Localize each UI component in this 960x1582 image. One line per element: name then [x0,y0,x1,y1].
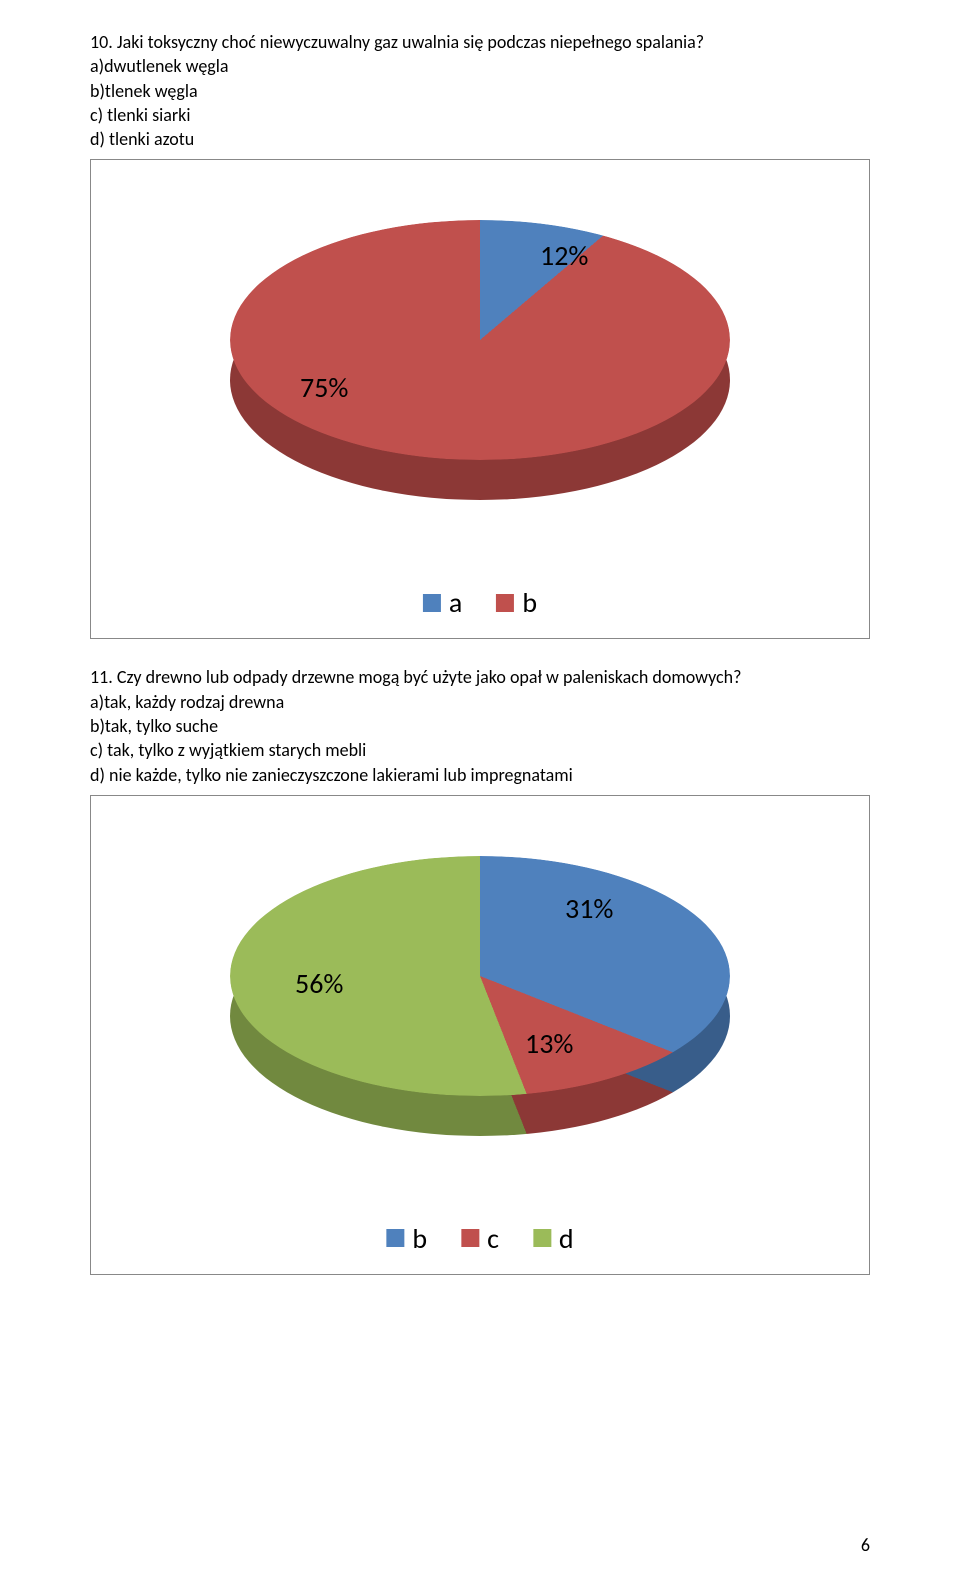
legend-10-a: a [423,585,462,620]
q11-option-b: b)tak, tylko suche [90,714,870,738]
legend-10-a-label: a [449,585,462,620]
legend-11-c: c [461,1221,499,1256]
q11-option-c: c) tak, tylko z wyjątkiem starych mebli [90,738,870,762]
pie-11-label-c: 13% [525,1026,573,1061]
pie-11: 31% 13% 56% [230,856,730,1156]
chart-10: 12% 75% a b [90,159,870,639]
legend-11-c-label: c [487,1221,499,1256]
legend-11: b c d [386,1221,573,1256]
q11-option-a: a)tak, każdy rodzaj drewna [90,690,870,714]
legend-11-d-label: d [559,1221,574,1256]
legend-11-b: b [386,1221,427,1256]
q10-text: Jaki toksyczny choć niewyczuwalny gaz uw… [117,31,704,53]
swatch-11-d [533,1229,551,1247]
legend-11-b-label: b [412,1221,427,1256]
q11-text: Czy drewno lub odpady drzewne mogą być u… [117,666,742,688]
q10-number: 10. [90,31,113,53]
q11-option-d: d) nie każde, tylko nie zanieczyszczone … [90,763,870,787]
swatch-11-c [461,1229,479,1247]
pie-10-label-b: 75% [300,370,348,405]
page: 10. Jaki toksyczny choć niewyczuwalny ga… [0,0,960,1582]
legend-11-d: d [533,1221,574,1256]
swatch-10-a [423,594,441,612]
q10-option-d: d) tlenki azotu [90,127,870,151]
chart-11: 31% 13% 56% b c d [90,795,870,1275]
page-number: 6 [861,1534,870,1556]
legend-10-b-label: b [522,585,537,620]
legend-10-b: b [496,585,537,620]
q11-title: 11. Czy drewno lub odpady drzewne mogą b… [90,665,870,689]
q10-title: 10. Jaki toksyczny choć niewyczuwalny ga… [90,30,870,54]
pie-10-top [230,220,730,460]
pie-11-label-d: 56% [295,966,343,1001]
question-11: 11. Czy drewno lub odpady drzewne mogą b… [90,665,870,786]
q10-option-a: a)dwutlenek węgla [90,54,870,78]
q10-option-b: b)tlenek węgla [90,79,870,103]
q10-option-c: c) tlenki siarki [90,103,870,127]
legend-10: a b [423,585,537,620]
q11-number: 11. [90,666,113,688]
swatch-11-b [386,1229,404,1247]
pie-11-label-b: 31% [565,891,613,926]
swatch-10-b [496,594,514,612]
pie-10-label-a: 12% [540,238,588,273]
pie-10: 12% 75% [230,220,730,520]
question-10: 10. Jaki toksyczny choć niewyczuwalny ga… [90,30,870,151]
